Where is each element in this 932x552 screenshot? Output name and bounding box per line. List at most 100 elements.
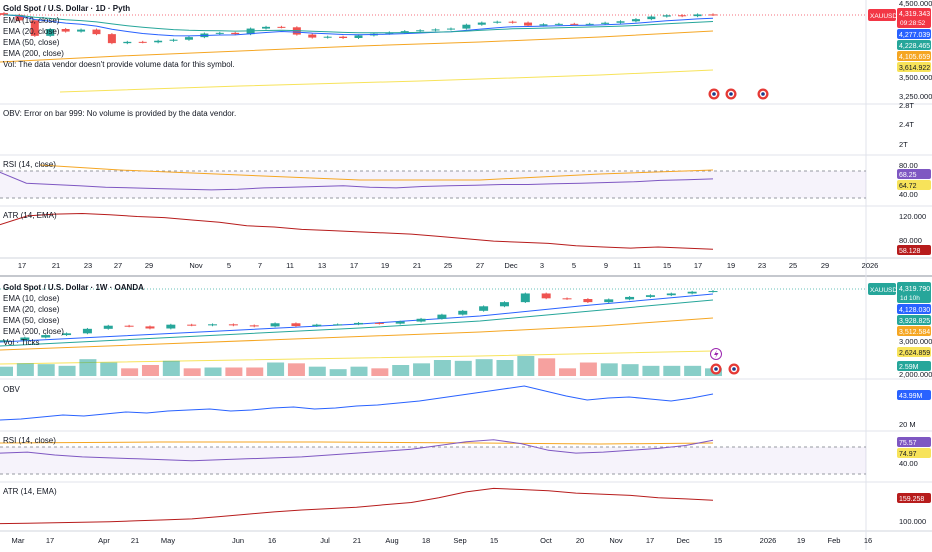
bottom-atr-label[interactable]: ATR (14, EMA) — [3, 487, 57, 496]
volume-bar — [684, 365, 702, 376]
bottom-symbol-badge: XAUUSD — [870, 287, 897, 294]
bottom-symbol-badge-bg — [868, 283, 896, 295]
volume-bar — [371, 368, 389, 376]
top-time-label: 21 — [52, 261, 60, 270]
top-time-label: 23 — [84, 261, 92, 270]
ema50-badge-bg — [897, 51, 931, 61]
top-time-label: 25 — [789, 261, 797, 270]
price-axis-column[interactable] — [866, 0, 932, 550]
top-time-label: 17 — [18, 261, 26, 270]
bottom-time-label: May — [161, 536, 175, 545]
top-candle — [693, 14, 702, 17]
top-candle — [662, 15, 671, 17]
top-time-label: 7 — [258, 261, 262, 270]
top-time-label: 27 — [114, 261, 122, 270]
bottom-candle — [187, 324, 197, 326]
us-flag-icon[interactable] — [710, 363, 722, 375]
top-symbol-badge-bg — [868, 9, 896, 21]
bottom-legend-ema50[interactable]: EMA (50, close) — [3, 316, 60, 325]
bottom-time-label: Dec — [676, 536, 690, 545]
volume-bar — [267, 362, 285, 376]
top-atr-label[interactable]: ATR (14, EMA) — [3, 211, 57, 220]
top-symbol-badge: XAUUSD — [870, 13, 897, 20]
bottom-candle — [62, 333, 72, 336]
bottom-candle — [208, 324, 218, 326]
bottom-time-label: Oct — [540, 536, 553, 545]
top-legend-ema10[interactable]: EMA (10, close) — [3, 16, 60, 25]
bottom-candle — [228, 324, 238, 326]
top-time-label: 23 — [758, 261, 766, 270]
bottom-ema200-badge: 2,624.859 — [899, 350, 930, 357]
us-flag-icon[interactable] — [757, 88, 769, 100]
volume-bar — [37, 364, 55, 376]
bottom-obv-label[interactable]: OBV — [3, 385, 21, 394]
bottom-candle — [666, 293, 676, 296]
top-countdown: 09:28:52 — [900, 20, 926, 27]
b-rsi-signal-badge-bg — [897, 448, 931, 458]
us-flag-icon[interactable] — [725, 88, 737, 100]
bottom-obv — [0, 385, 714, 421]
lightning-icon[interactable] — [710, 348, 722, 360]
bottom-legend-volume[interactable]: Vol · Ticks — [3, 338, 39, 347]
bottom-time-axis[interactable]: Mar 17 Apr 21 May Jun 16 Jul 21 Aug 18 Sep 15 Oct 20 No… — [12, 536, 873, 545]
top-time-label: 19 — [727, 261, 735, 270]
bottom-price-badge-bg — [897, 282, 931, 303]
top-obv-note: OBV: Error on bar 999: No volume is prov… — [3, 109, 236, 118]
bottom-time-label: 15 — [490, 536, 498, 545]
top-time-label: 5 — [227, 261, 231, 270]
rsi-signal-bottom — [0, 441, 714, 445]
top-legend-ema200[interactable]: EMA (200, close) — [3, 49, 64, 58]
top-rsi-label[interactable]: RSI (14, close) — [3, 160, 56, 169]
bottom-ema10-badge: 4,128.030 — [899, 307, 930, 314]
bottom-time-label: 17 — [646, 536, 654, 545]
bottom-time-label: 16 — [268, 536, 276, 545]
top-time-label: 29 — [145, 261, 153, 270]
vol-badge-bg — [897, 361, 931, 371]
bottom-time-label: 2026 — [760, 536, 777, 545]
top-candle — [0, 13, 8, 15]
us-flag-icon[interactable] — [728, 363, 740, 375]
top-candle — [77, 29, 86, 32]
top-candle — [184, 37, 193, 40]
bottom-candle — [604, 299, 614, 303]
us-flag-icon[interactable] — [708, 88, 720, 100]
top-legend-ema50[interactable]: EMA (50, close) — [3, 38, 60, 47]
obv-line-bottom — [0, 385, 714, 421]
top-candle — [431, 29, 440, 31]
ema-200-line-top — [59, 69, 714, 93]
bottom-legend-ema200[interactable]: EMA (200, close) — [3, 327, 64, 336]
atr-line-top — [0, 212, 714, 250]
bottom-candle — [249, 325, 259, 327]
top-atr-tick: 80.000 — [899, 236, 922, 245]
top-time-label: 27 — [476, 261, 484, 270]
volume-bar — [350, 366, 368, 376]
top-legend-ema20[interactable]: EMA (20, close) — [3, 27, 60, 36]
top-candle — [215, 32, 224, 34]
volume-bar — [225, 367, 243, 376]
volume-bar — [538, 358, 556, 376]
ema20-badge-bg — [897, 40, 931, 50]
top-obv-tick: 2T — [899, 140, 908, 149]
volume-bar — [496, 360, 514, 376]
volume-bar — [0, 366, 13, 376]
top-ema200-badge: 3,614.922 — [899, 65, 930, 72]
bottom-candle — [312, 324, 322, 327]
bottom-candle — [82, 328, 92, 334]
rsi-band-top — [0, 171, 866, 198]
bottom-ema50-badge: 3,512.584 — [899, 329, 930, 336]
volume-bar — [162, 360, 180, 376]
top-time-label: 11 — [633, 261, 641, 270]
bottom-rsi-label[interactable]: RSI (14, close) — [3, 436, 56, 445]
atr-badge-bg — [897, 245, 931, 255]
bottom-legend-ema10[interactable]: EMA (10, close) — [3, 294, 60, 303]
bottom-legend-ema20[interactable]: EMA (20, close) — [3, 305, 60, 314]
top-candle — [339, 36, 348, 38]
bottom-time-label: 17 — [46, 536, 54, 545]
bottom-rsi-badge: 75.57 — [899, 440, 917, 447]
bottom-time-label: Feb — [828, 536, 841, 545]
top-candle — [15, 14, 24, 21]
top-time-axis[interactable]: 17 21 23 27 29 Nov 5 7 11 13 17 19 21 25 27 Dec 3 5 9 11 15 1… — [18, 261, 879, 270]
top-candle — [477, 22, 486, 25]
